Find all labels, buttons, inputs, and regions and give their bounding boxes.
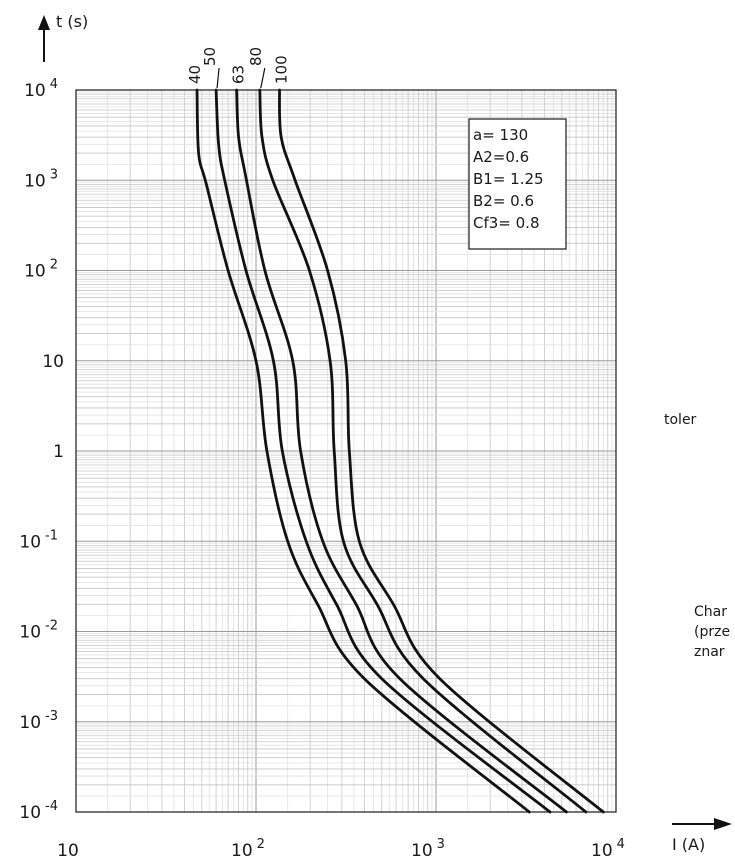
tick-exponent: 2 [257, 837, 265, 852]
parameter-line: B2= 0.6 [473, 192, 534, 210]
y-tick-label: 10 2 [24, 258, 58, 282]
y-tick-label: 10 -1 [19, 528, 58, 552]
x-tick-label: 10 2 [231, 837, 265, 861]
series-leader-50 [216, 67, 220, 89]
tick-base: 10 [24, 262, 46, 282]
tick-exponent: 4 [50, 77, 58, 92]
tick-exponent: -3 [45, 709, 58, 724]
y-tick-label: 10 -3 [19, 709, 58, 733]
tick-base: 10 [231, 841, 253, 861]
series-label-63: 63 [230, 65, 248, 84]
side-text-line3: znar [694, 644, 725, 660]
tick-base: 10 [411, 841, 433, 861]
tick-base: 10 [57, 841, 79, 861]
tick-base: 10 [19, 713, 41, 733]
series-label-50: 50 [201, 47, 219, 66]
curve-100 [278, 88, 605, 814]
curve-80 [258, 88, 588, 814]
tick-exponent: 3 [437, 837, 445, 852]
tick-exponent: -4 [45, 799, 58, 814]
x-axis-arrow-head [714, 818, 732, 830]
parameter-line: Cf3= 0.8 [473, 214, 540, 232]
tick-base: 10 [24, 81, 46, 101]
y-axis-label: t (s) [56, 12, 88, 31]
tick-exponent: -2 [45, 619, 58, 634]
axes [38, 15, 732, 830]
y-tick-label: 1 [53, 442, 64, 462]
tick-base: 10 [591, 841, 613, 861]
tick-exponent: 4 [617, 837, 625, 852]
side-text-line1: Char [694, 604, 727, 620]
y-tick-label: 10 [42, 352, 64, 372]
parameter-line: B1= 1.25 [473, 170, 544, 188]
series-label-80: 80 [247, 47, 265, 66]
x-axis-label: I (A) [672, 835, 705, 854]
parameter-line: A2=0.6 [473, 148, 529, 166]
tick-exponent: -1 [45, 528, 58, 543]
parameter-box: a= 130 A2=0.6 B1= 1.25 B2= 0.6 Cf3= 0.8 [468, 118, 567, 250]
x-tick-label: 10 3 [411, 837, 445, 861]
tick-base: 10 [24, 171, 46, 191]
y-tick-label: 10 -2 [19, 619, 58, 643]
tick-exponent: 2 [50, 258, 58, 273]
tick-base: 1 [53, 442, 64, 462]
parameter-line: a= 130 [473, 126, 528, 144]
series-label-100: 100 [272, 55, 290, 84]
x-tick-label: 10 [57, 841, 79, 861]
curve-50 [214, 88, 552, 814]
tick-base: 10 [42, 352, 64, 372]
side-text-line2: (prze [694, 624, 731, 640]
x-tick-label: 10 4 [591, 837, 625, 861]
y-tick-label: 10 4 [24, 77, 58, 101]
curve-40 [195, 88, 531, 814]
curves [195, 88, 605, 814]
series-leader-80 [260, 67, 266, 89]
series-label-40: 40 [186, 65, 204, 84]
y-axis-arrow-head [38, 15, 50, 30]
curve-63 [235, 88, 568, 814]
tick-base: 10 [19, 803, 41, 823]
y-tick-label: 10 3 [24, 167, 58, 191]
tick-exponent: 3 [50, 167, 58, 182]
y-tick-label: 10 -4 [19, 799, 58, 823]
tick-base: 10 [19, 623, 41, 643]
parameter-box-frame [468, 118, 567, 250]
tick-base: 10 [19, 532, 41, 552]
side-text-tolerance: toler [664, 412, 697, 428]
plot-frame [75, 89, 617, 813]
